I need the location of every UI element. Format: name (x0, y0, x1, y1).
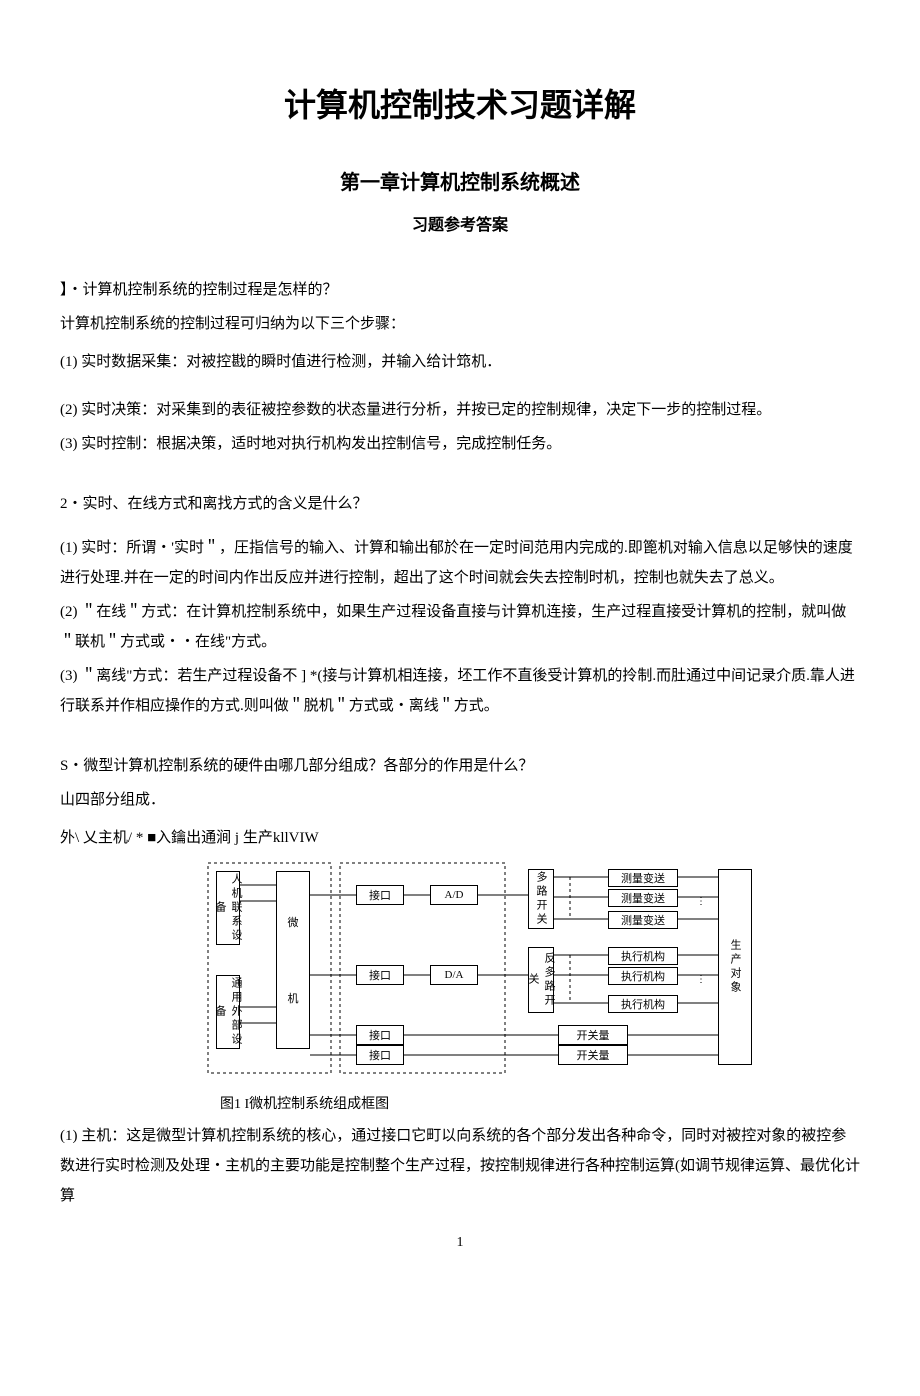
plant-box: 生产对象 (718, 869, 752, 1065)
question-2: 2・实时、在线方式和离找方式的含义是什么？ (1) 实时：所谓・'实时＂，圧指信… (60, 489, 860, 721)
q2-answer-3: (3) ＂离线"方式：若生产过程设备不 ] *(接与计算机相连接，坯工作不直後受… (60, 661, 860, 721)
exec-2: 执行机构 (608, 967, 678, 985)
q1-lead: 计算机控制系统的控制过程可归纳为以下三个步骤： (60, 309, 860, 339)
micro-label-top: 微 (288, 914, 299, 930)
diagram-caption: 图1 I微机控制系统组成框图 (140, 1093, 780, 1113)
peripheral-box: 通用外部设备 (216, 975, 240, 1049)
mux-box: 多路开关 (528, 869, 554, 929)
q3-lead: 山四部分组成． (60, 785, 860, 815)
jiekou-1: 接口 (356, 885, 404, 905)
exec-dots: ⋮ (696, 975, 706, 985)
hmi-box: 人机联系设备 (216, 871, 240, 945)
q2-answer-2: (2) ＂在线＂方式：在计算机控制系统中，如果生产过程设备直接与计算机连接，生产… (60, 597, 860, 657)
micro-box: 微 机 (276, 871, 310, 1049)
q1-answer-2: (2) 实时决策：对采集到的表征被控参数的状态量进行分析，并按已定的控制规律，决… (60, 395, 860, 425)
q2-prompt: 2・实时、在线方式和离找方式的含义是什么？ (60, 489, 860, 519)
question-3: S・微型计算机控制系统的硬件由哪几部分组成？各部分的作用是什么？ 山四部分组成．… (60, 751, 860, 1211)
demux-box: 反多路开关 (528, 947, 554, 1013)
q3-row-labels: 外\ 乂主机/ * ■入鑰出通涧 j 生产kllVIW (60, 823, 860, 853)
exec-1: 执行机构 (608, 947, 678, 965)
dout-1: 开关量 (558, 1025, 628, 1045)
q1-prompt: 】・计算机控制系统的控制过程是怎样的？ (60, 275, 860, 305)
page-number: 1 (60, 1235, 860, 1251)
jiekou-2: 接口 (356, 965, 404, 985)
jiekou-4: 接口 (356, 1045, 404, 1065)
question-1: 】・计算机控制系统的控制过程是怎样的？ 计算机控制系统的控制过程可归纳为以下三个… (60, 275, 860, 459)
q1-answer-3: (3) 实时控制：根据决策，适时地对执行机构发出控制信号，完成控制任务。 (60, 429, 860, 459)
exec-3: 执行机构 (608, 995, 678, 1013)
meas-3: 测量变送 (608, 911, 678, 929)
micro-label-bottom: 机 (288, 990, 299, 1006)
q2-answer-1: (1) 实时：所谓・'实时＂，圧指信号的输入、计算和输出郁於在一定时间范用内完成… (60, 533, 860, 593)
ad-box: A/D (430, 885, 478, 905)
q1-answer-1: (1) 实时数据采集：对被控戡的瞬时值进行检测，并输入给计筇机． (60, 347, 860, 377)
subtitle: 习题参考答案 (60, 211, 860, 235)
system-diagram: 人机联系设备 通用外部设备 微 机 接口 A/D 接口 D/A 接口 接口 多路… (60, 857, 860, 1113)
meas-2: 测量变送 (608, 889, 678, 907)
page-title: 计算机控制技术习题详解 (60, 80, 860, 126)
q3-answer-1: (1) 主机：这是微型计算机控制系统的核心，通过接口它町以向系统的各个部分发出各… (60, 1121, 860, 1211)
q3-prompt: S・微型计算机控制系统的硬件由哪几部分组成？各部分的作用是什么？ (60, 751, 860, 781)
jiekou-3: 接口 (356, 1025, 404, 1045)
meas-1: 测量变送 (608, 869, 678, 887)
da-box: D/A (430, 965, 478, 985)
chapter-heading: 第一章计算机控制系统概述 (60, 166, 860, 195)
meas-dots: ⋮ (696, 897, 706, 907)
dout-2: 开关量 (558, 1045, 628, 1065)
